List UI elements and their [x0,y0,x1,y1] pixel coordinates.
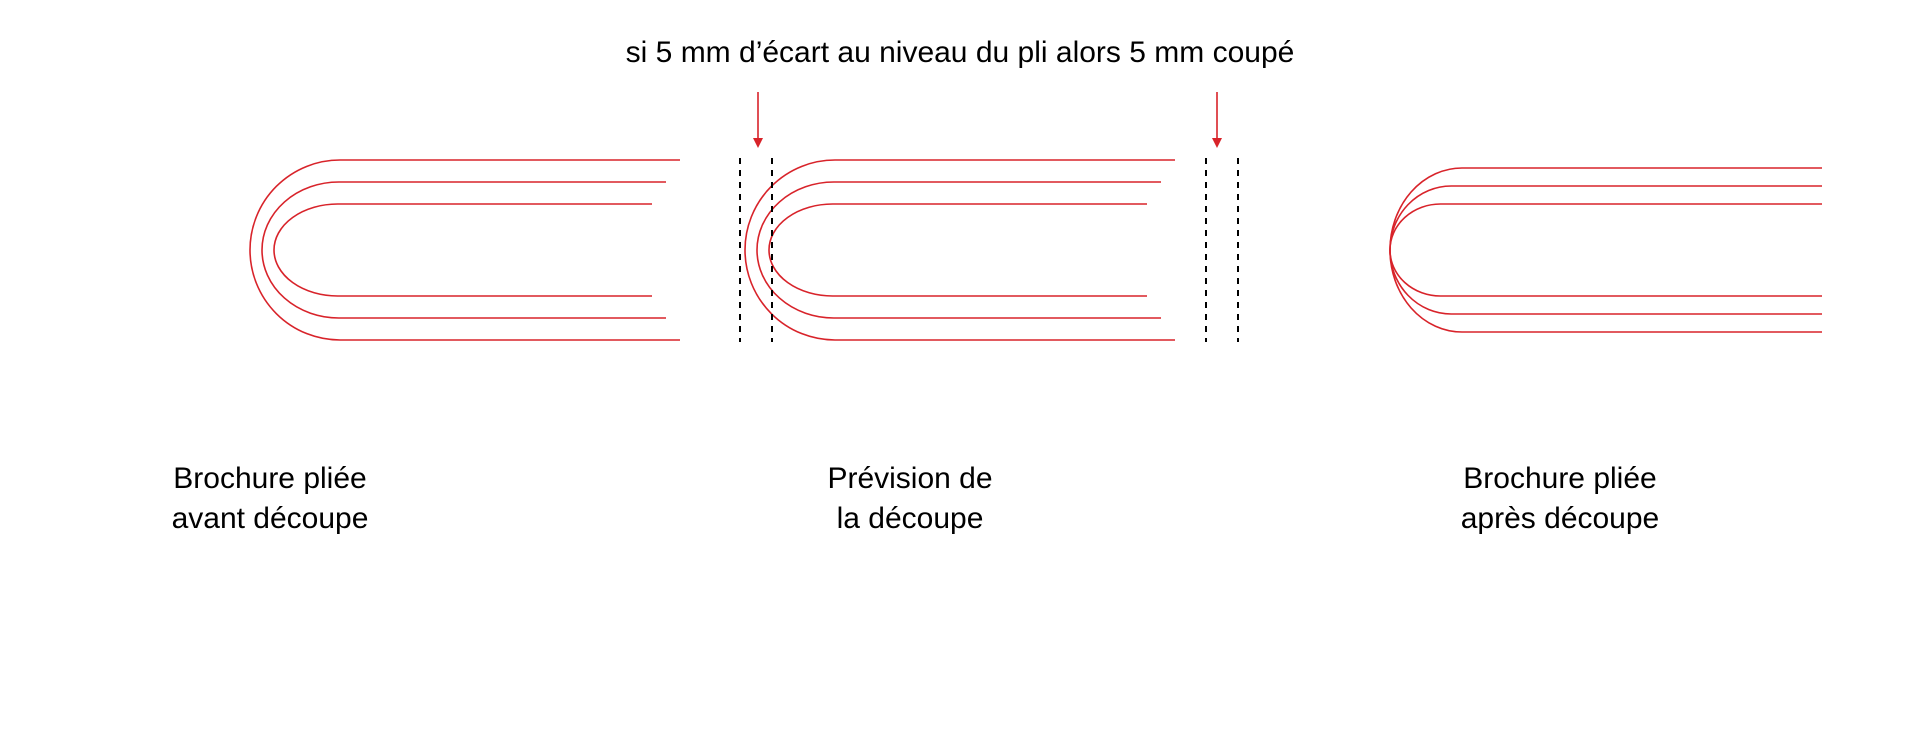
caption-line1: Brochure pliée [1463,462,1656,495]
fold-sheet [262,182,666,318]
fold-sheet [757,182,1161,318]
fold-sheet [1390,168,1822,332]
fold-sheet [274,204,652,296]
caption-line2: la découpe [837,502,984,535]
caption-line2: après découpe [1461,502,1660,535]
fold-sheet [1390,204,1822,296]
fold-sheet [250,160,680,340]
caption-line1: Prévision de [827,462,992,495]
arrow-head [753,138,763,148]
fold-sheet [745,160,1175,340]
caption-line2: avant découpe [172,502,369,535]
arrow-head [1212,138,1222,148]
fold-sheet [1390,186,1822,314]
diagram-title: si 5 mm d’écart au niveau du pli alors 5… [626,36,1295,69]
fold-sheet [769,204,1147,296]
caption-line1: Brochure pliée [173,462,366,495]
